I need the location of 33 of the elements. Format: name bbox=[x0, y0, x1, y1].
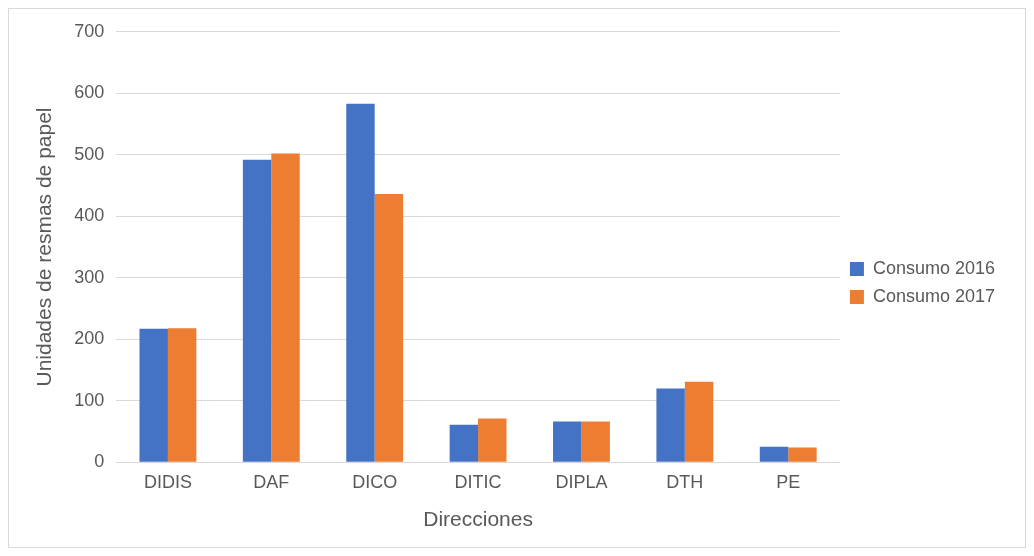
bar bbox=[374, 194, 404, 462]
bar bbox=[759, 446, 789, 462]
y-tick-label: 100 bbox=[74, 389, 105, 410]
bar bbox=[449, 424, 479, 462]
bar bbox=[271, 153, 300, 462]
x-tick-label: DAF bbox=[253, 471, 290, 492]
y-tick-label: 500 bbox=[74, 143, 105, 164]
y-tick-label: 600 bbox=[74, 82, 105, 103]
y-tick-label: 200 bbox=[74, 328, 105, 349]
y-tick-label: 300 bbox=[74, 266, 105, 287]
y-tick-label: 0 bbox=[94, 451, 105, 472]
bar bbox=[581, 421, 610, 462]
bar bbox=[553, 421, 582, 462]
x-tick-label: DIDIS bbox=[143, 471, 192, 492]
bar bbox=[242, 159, 272, 462]
y-axis-title: Unidades de resmas de papel bbox=[32, 107, 56, 387]
bar bbox=[656, 388, 685, 462]
bar bbox=[346, 103, 375, 462]
legend-label: Consumo 2016 bbox=[872, 257, 996, 278]
legend-label: Consumo 2017 bbox=[872, 285, 996, 306]
x-tick-label: DIPLA bbox=[555, 471, 608, 492]
bar bbox=[788, 447, 817, 462]
bar bbox=[167, 328, 197, 462]
bar bbox=[478, 418, 507, 462]
x-tick-label: DTH bbox=[666, 471, 704, 492]
x-axis-title: Direcciones bbox=[423, 507, 533, 531]
x-tick-label: PE bbox=[776, 471, 801, 492]
bar bbox=[684, 381, 714, 462]
x-tick-label: DICO bbox=[352, 471, 398, 492]
bar bbox=[139, 328, 168, 462]
x-tick-label: DITIC bbox=[454, 471, 502, 492]
y-tick-label: 700 bbox=[74, 20, 105, 41]
y-tick-label: 400 bbox=[74, 205, 105, 226]
